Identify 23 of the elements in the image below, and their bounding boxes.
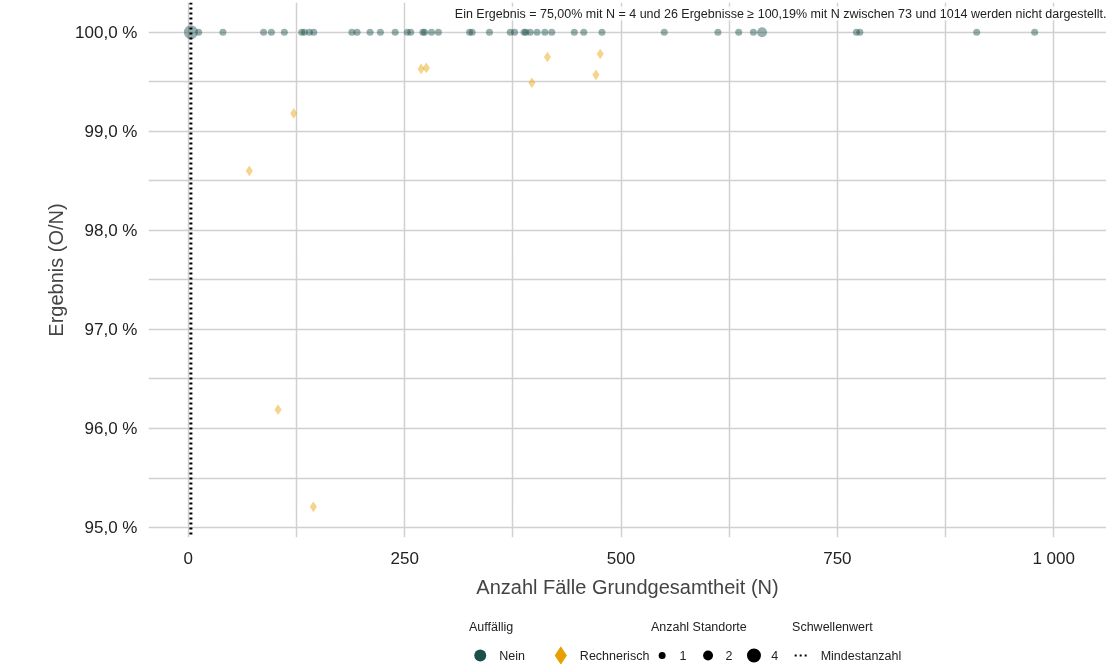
x-axis-title: Anzahl Fälle Grundgesamtheit (N) [476,575,779,598]
x-tick-label: 250 [390,548,419,568]
x-tick-label: 1 000 [1032,548,1075,568]
y-tick-label: 97,0 % [84,319,138,339]
annotation: Ein Ergebnis = 75,00% mit N = 4 und 26 Ergebnisse ≥ 100,19% mit N zwischen 73 und 1014 werden nicht dargestellt. [454,6,1106,21]
text: Anzahl Standorte [650,619,747,634]
legend-label: 1 [679,649,687,663]
y-tick-label: 100,0 % [75,22,138,42]
y-tick-label: 96,0 % [84,419,138,439]
legend-label: Nein [499,648,526,663]
legend-label: 4 [771,649,779,663]
y-tick-label: 98,0 % [84,220,138,240]
x-tick-label: 0 [183,548,194,568]
legend-label: Mindestanzahl [820,648,902,663]
legend-label: Rechnerisch [579,648,650,663]
legend-title: Auffällig [468,619,514,634]
y-tick-label: 95,0 % [84,518,138,538]
text: Schwellenwert [792,619,874,634]
y-axis-title: Ergebnis (O/N) [45,203,68,337]
y-tick-label: 99,0 % [84,121,138,141]
legend-label: 2 [725,649,733,663]
x-tick-label: 750 [823,548,852,568]
x-tick-label: 500 [606,548,636,568]
